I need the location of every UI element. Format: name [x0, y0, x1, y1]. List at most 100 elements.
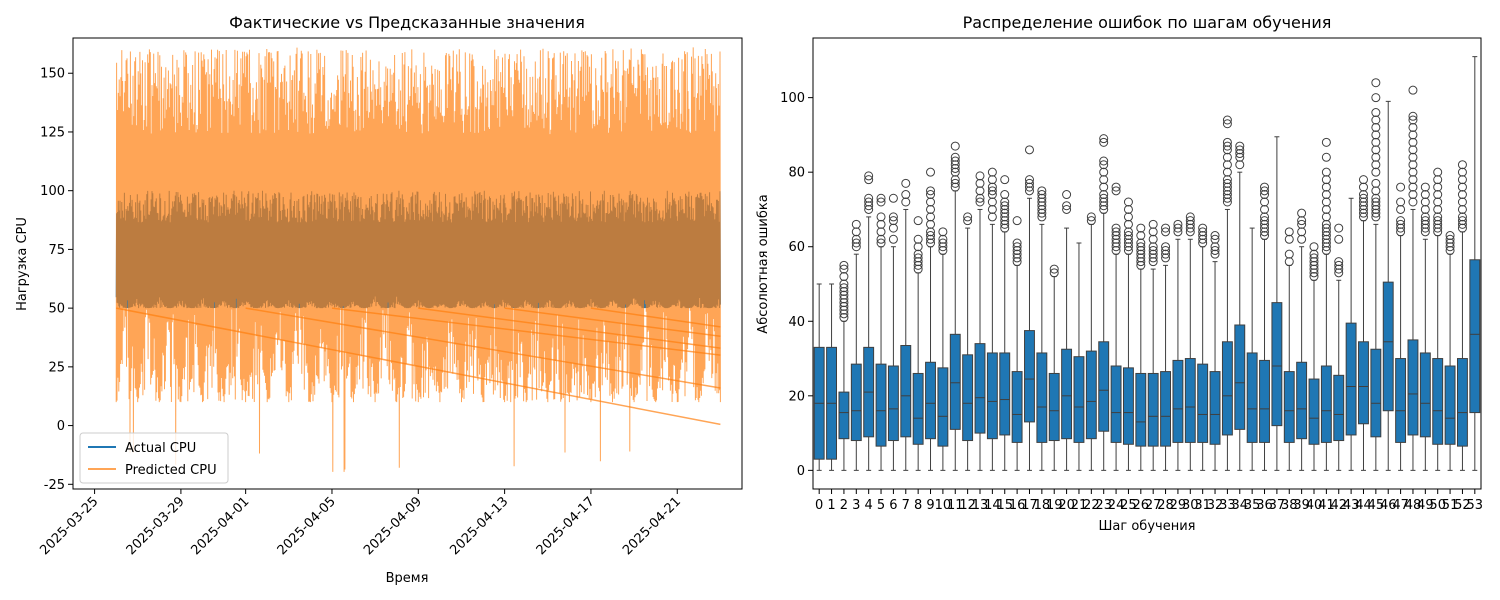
box-3 — [850, 219, 862, 471]
box-outlier — [1408, 160, 1418, 170]
box-34 — [1234, 141, 1246, 471]
box-outlier — [1420, 204, 1430, 214]
box-outlier — [1371, 145, 1381, 155]
box-outlier — [1297, 234, 1307, 244]
box-outlier — [1111, 245, 1121, 255]
right-x-tick-label: 40 — [1306, 498, 1323, 513]
box-37 — [1271, 136, 1283, 471]
box-body — [1172, 359, 1184, 443]
box-46 — [1382, 100, 1394, 471]
box-outlier — [1396, 219, 1406, 229]
right-x-tick-label: 44 — [1355, 498, 1372, 513]
box-outlier — [1371, 115, 1381, 125]
box-outlier — [1334, 268, 1344, 278]
box-outlier — [950, 156, 960, 166]
box-outlier — [1433, 182, 1443, 192]
box-outlier — [876, 219, 886, 229]
box-outlier — [1148, 219, 1158, 229]
right-x-tick-label: 25 — [1120, 498, 1137, 513]
box-outlier — [864, 204, 874, 214]
box-outlier — [1396, 216, 1406, 226]
box-outlier — [839, 272, 849, 282]
box-body — [962, 354, 974, 442]
box-outlier — [1358, 182, 1368, 192]
box-outlier — [864, 197, 874, 207]
box-outlier — [963, 216, 973, 226]
box-outlier — [926, 227, 936, 237]
box-outlier — [1123, 197, 1133, 207]
box-12 — [962, 212, 974, 471]
box-outlier — [1000, 212, 1010, 222]
box-outlier — [1445, 238, 1455, 248]
box-outlier — [901, 197, 911, 207]
box-body — [1432, 358, 1444, 445]
box-outlier — [1062, 204, 1072, 214]
box-50 — [1432, 167, 1444, 471]
box-outlier — [1099, 204, 1109, 214]
box-38 — [1283, 227, 1295, 471]
box-outlier — [1123, 227, 1133, 237]
box-outlier — [1371, 212, 1381, 222]
box-outlier — [839, 286, 849, 296]
right-x-tick-label: 38 — [1281, 498, 1298, 513]
box-outlier — [1321, 245, 1331, 255]
box-outlier — [839, 279, 849, 289]
box-outlier — [950, 178, 960, 188]
box-outlier — [1024, 178, 1034, 188]
right-x-tick-label: 49 — [1417, 498, 1434, 513]
box-outlier — [1222, 186, 1232, 196]
box-outlier — [1408, 182, 1418, 192]
right-x-tick-label: 27 — [1145, 498, 1162, 513]
right-x-tick-label: 12 — [959, 498, 976, 513]
box-outlier — [1198, 223, 1208, 233]
box-outlier — [1024, 186, 1034, 196]
box-body — [838, 391, 850, 440]
box-outlier — [1210, 231, 1220, 241]
box-outlier — [1433, 175, 1443, 185]
box-outlier — [1161, 242, 1171, 252]
box-outlier — [1433, 219, 1443, 229]
box-outlier — [1222, 141, 1232, 151]
box-body — [1221, 341, 1233, 436]
box-9 — [925, 167, 936, 471]
box-outlier — [1396, 227, 1406, 237]
box-outlier — [851, 234, 861, 244]
box-body — [1209, 371, 1221, 445]
box-outlier — [1198, 234, 1208, 244]
right-x-tick-label: 21 — [1071, 498, 1088, 513]
box-outlier — [987, 186, 997, 196]
box-outlier — [1297, 208, 1307, 218]
box-outlier — [901, 178, 911, 188]
box-49 — [1419, 182, 1431, 471]
box-outlier — [1260, 219, 1270, 229]
box-outlier — [1173, 223, 1183, 233]
box-outlier — [1371, 108, 1381, 118]
box-outlier — [1099, 201, 1109, 211]
box-outlier — [1457, 223, 1467, 233]
box-outlier — [851, 219, 861, 229]
box-outlier — [1371, 178, 1381, 188]
box-outlier — [1371, 160, 1381, 170]
box-body — [1061, 348, 1073, 440]
box-body — [1333, 374, 1345, 442]
box-outlier — [1445, 234, 1455, 244]
box-outlier — [1457, 182, 1467, 192]
box-outlier — [1358, 193, 1368, 203]
box-outlier — [1111, 223, 1121, 233]
left-y-tick-label: 75 — [48, 243, 65, 258]
box-outlier — [1433, 197, 1443, 207]
box-outlier — [975, 193, 985, 203]
box-23 — [1098, 134, 1110, 471]
box-outlier — [1321, 137, 1331, 147]
box-body — [1197, 363, 1209, 443]
box-body — [887, 365, 899, 442]
box-outlier — [926, 212, 936, 222]
box-outlier — [888, 212, 898, 222]
box-body — [1122, 367, 1134, 445]
box-outlier — [1210, 245, 1220, 255]
box-outlier — [963, 212, 973, 222]
box-outlier — [1457, 160, 1467, 170]
box-outlier — [1062, 190, 1072, 200]
box-25 — [1122, 197, 1134, 471]
